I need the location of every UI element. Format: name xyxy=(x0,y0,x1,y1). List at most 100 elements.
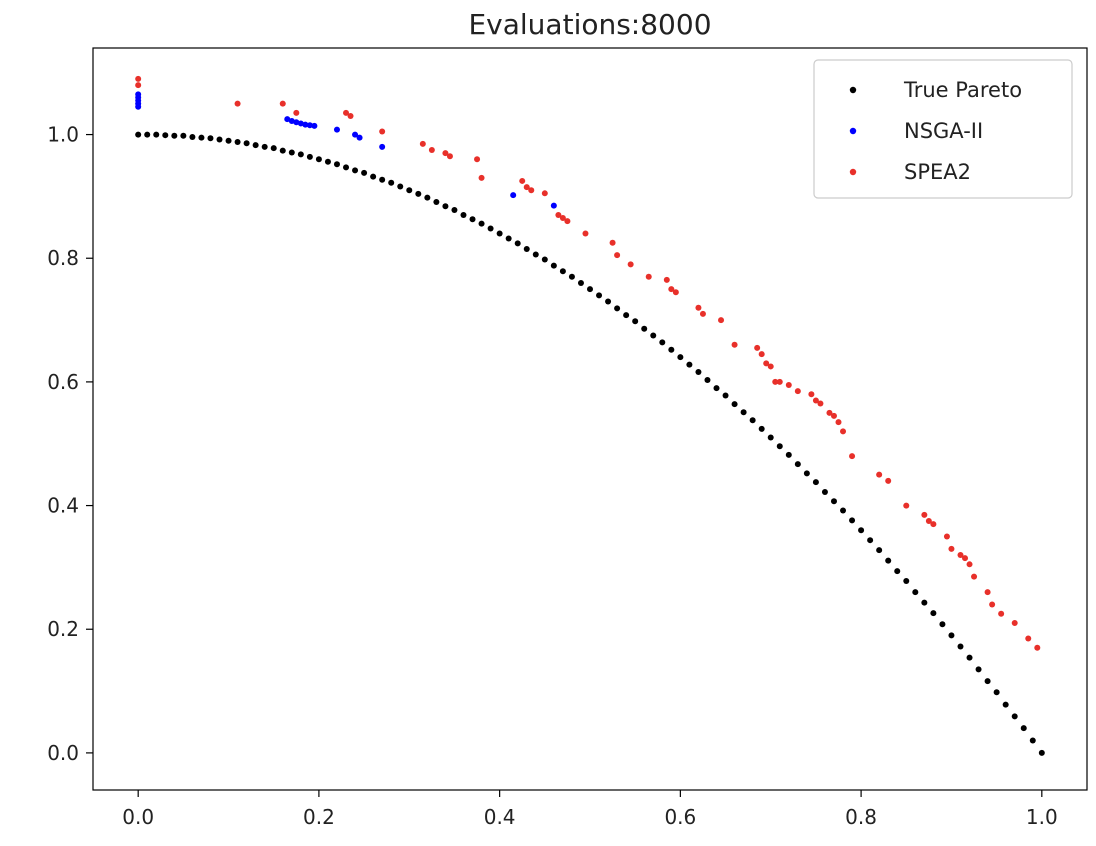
data-point xyxy=(971,573,978,580)
data-point xyxy=(659,339,666,346)
data-point xyxy=(424,194,431,201)
data-point xyxy=(442,150,449,157)
data-point xyxy=(293,119,300,126)
data-point xyxy=(835,419,842,426)
data-point xyxy=(817,400,824,407)
x-tick-label: 0.8 xyxy=(845,805,877,829)
data-point xyxy=(767,434,774,441)
data-point xyxy=(699,310,706,317)
series-spea2 xyxy=(135,75,1041,651)
series-nsga-ii xyxy=(135,91,557,209)
data-point xyxy=(306,153,313,160)
data-point xyxy=(989,601,996,608)
data-point xyxy=(559,268,566,275)
data-point xyxy=(234,138,241,145)
data-point xyxy=(754,344,761,351)
data-point xyxy=(650,332,657,339)
data-point xyxy=(849,517,856,524)
data-point xyxy=(1029,737,1036,744)
data-point xyxy=(830,412,837,419)
data-point xyxy=(519,177,526,184)
data-point xyxy=(333,126,340,133)
data-point xyxy=(315,156,322,163)
data-point xyxy=(668,286,675,293)
data-point xyxy=(135,91,142,98)
y-tick-label: 0.2 xyxy=(47,617,79,641)
data-point xyxy=(921,511,928,518)
data-point xyxy=(370,173,377,180)
data-point xyxy=(510,192,517,199)
data-point xyxy=(984,589,991,596)
data-point xyxy=(826,409,833,416)
data-point xyxy=(609,239,616,246)
data-point xyxy=(347,113,354,120)
data-point xyxy=(523,184,530,191)
legend-marker-true-pareto xyxy=(849,86,857,94)
data-point xyxy=(406,187,413,194)
data-point xyxy=(1025,635,1032,642)
data-point xyxy=(1038,749,1045,756)
data-point xyxy=(523,245,530,252)
data-point xyxy=(428,147,435,154)
data-point xyxy=(623,312,630,319)
data-point xyxy=(1020,725,1027,732)
data-point xyxy=(794,388,801,395)
data-point xyxy=(135,131,142,138)
data-point xyxy=(270,145,277,152)
x-axis: 0.0 0.2 0.4 0.6 0.8 1.0 xyxy=(122,790,1058,829)
data-point xyxy=(812,479,819,486)
y-tick-label: 0.4 xyxy=(47,494,79,518)
y-tick-label: 0.6 xyxy=(47,370,79,394)
data-point xyxy=(686,361,693,368)
data-point xyxy=(921,599,928,606)
legend-label-spea2: SPEA2 xyxy=(904,160,971,184)
data-point xyxy=(324,158,331,165)
data-point xyxy=(885,477,892,484)
data-point xyxy=(379,143,386,150)
data-point xyxy=(614,305,621,312)
data-point xyxy=(171,132,178,139)
data-point xyxy=(903,502,910,509)
legend-box xyxy=(813,59,1073,199)
legend-label-true-pareto: True Pareto xyxy=(903,78,1022,102)
data-point xyxy=(704,377,711,384)
data-point xyxy=(302,121,309,128)
chart-title: Evaluations:8000 xyxy=(468,8,711,41)
data-point xyxy=(528,187,535,194)
data-point xyxy=(975,666,982,673)
data-point xyxy=(812,397,819,404)
data-point xyxy=(514,240,521,247)
data-point xyxy=(474,156,481,163)
data-point xyxy=(541,190,548,197)
data-point xyxy=(957,552,964,559)
data-point xyxy=(555,211,562,218)
data-point xyxy=(776,443,783,450)
data-point xyxy=(361,169,368,176)
data-point xyxy=(356,134,363,141)
data-point xyxy=(758,351,765,358)
data-point xyxy=(840,507,847,514)
data-point xyxy=(808,391,815,398)
plot-area-frame xyxy=(92,47,1088,791)
series-true-pareto xyxy=(135,131,1045,756)
data-point xyxy=(135,82,142,89)
data-point xyxy=(180,132,187,139)
data-point xyxy=(943,533,950,540)
x-tick-label: 0.6 xyxy=(664,805,696,829)
data-point xyxy=(162,132,169,139)
data-point xyxy=(849,453,856,460)
data-point xyxy=(442,203,449,210)
data-point xyxy=(1002,701,1009,708)
data-point xyxy=(912,589,919,596)
data-point xyxy=(587,286,593,293)
data-point xyxy=(663,276,670,283)
data-point xyxy=(550,262,557,269)
data-point xyxy=(478,220,485,227)
data-point xyxy=(641,325,648,332)
data-point xyxy=(740,409,747,416)
data-point xyxy=(234,100,241,107)
data-point xyxy=(297,120,304,127)
data-point xyxy=(876,547,883,554)
data-point xyxy=(293,109,300,116)
